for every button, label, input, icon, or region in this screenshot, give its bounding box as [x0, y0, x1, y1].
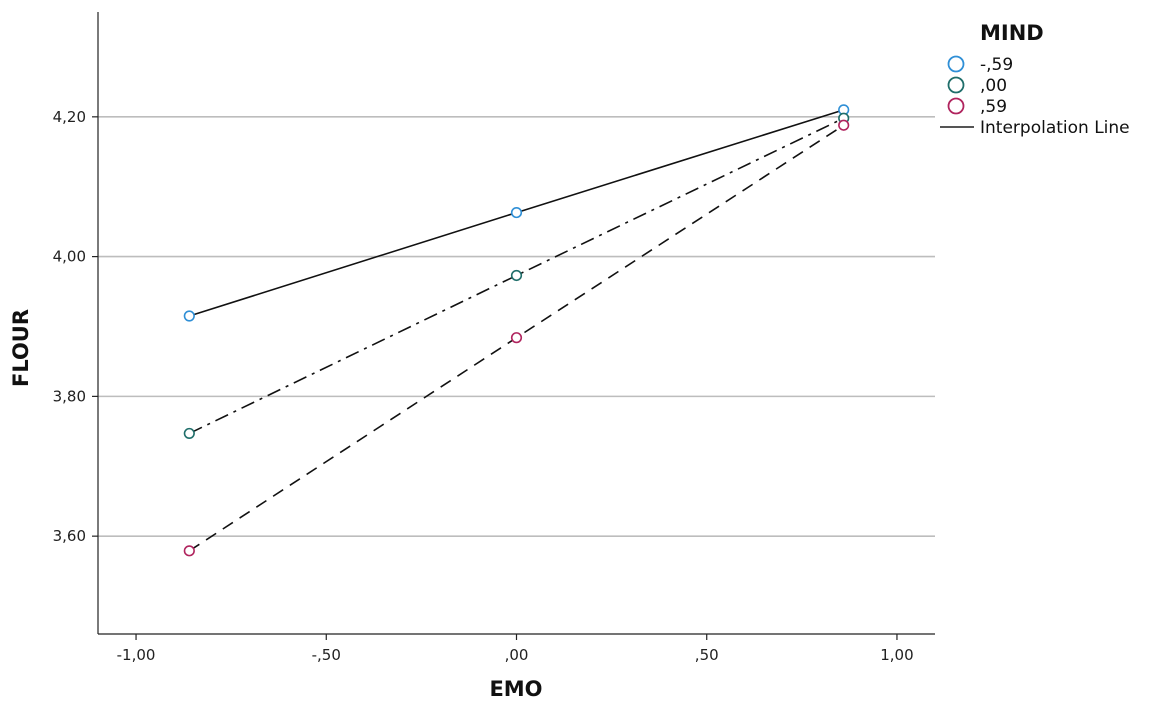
series-0: [183, 104, 850, 322]
x-tick-label: -1,00: [117, 646, 156, 664]
x-tick-label: -,50: [312, 646, 341, 664]
legend-marker: [947, 76, 965, 94]
y-axis-title: FLOUR: [9, 309, 33, 387]
data-point: [183, 427, 195, 440]
y-tick-label: 3,80: [53, 387, 86, 405]
y-tick-label: 4,20: [53, 108, 86, 126]
y-ticks: 3,60 3,80 4,00 4,20: [53, 108, 98, 545]
legend-title: MIND: [980, 21, 1044, 45]
x-ticks: -1,00 -,50 ,00 ,50 1,00: [117, 634, 914, 664]
legend-label: ,59: [980, 97, 1007, 117]
y-tick-label: 3,60: [53, 527, 86, 545]
gridlines: [98, 116, 935, 537]
legend-label: ,00: [980, 76, 1007, 96]
series-line: [188, 117, 845, 435]
y-tick-label: 4,00: [53, 248, 86, 266]
series-1: [183, 112, 850, 440]
data-point: [183, 310, 195, 322]
legend-marker: [947, 97, 965, 115]
data-point: [510, 332, 523, 344]
series-group: [183, 104, 850, 557]
x-axis-title: EMO: [489, 677, 542, 701]
legend-line-label: Interpolation Line: [980, 118, 1130, 138]
axes: [97, 12, 935, 635]
data-point: [510, 269, 523, 282]
x-tick-label: ,50: [695, 646, 719, 664]
x-tick-label: ,00: [505, 646, 529, 664]
data-point: [183, 545, 195, 557]
legend-label: -,59: [980, 55, 1013, 75]
series-2: [183, 119, 850, 557]
data-point: [838, 119, 850, 131]
x-tick-label: 1,00: [880, 646, 913, 664]
legend-marker: [947, 55, 965, 73]
data-point: [510, 206, 523, 219]
